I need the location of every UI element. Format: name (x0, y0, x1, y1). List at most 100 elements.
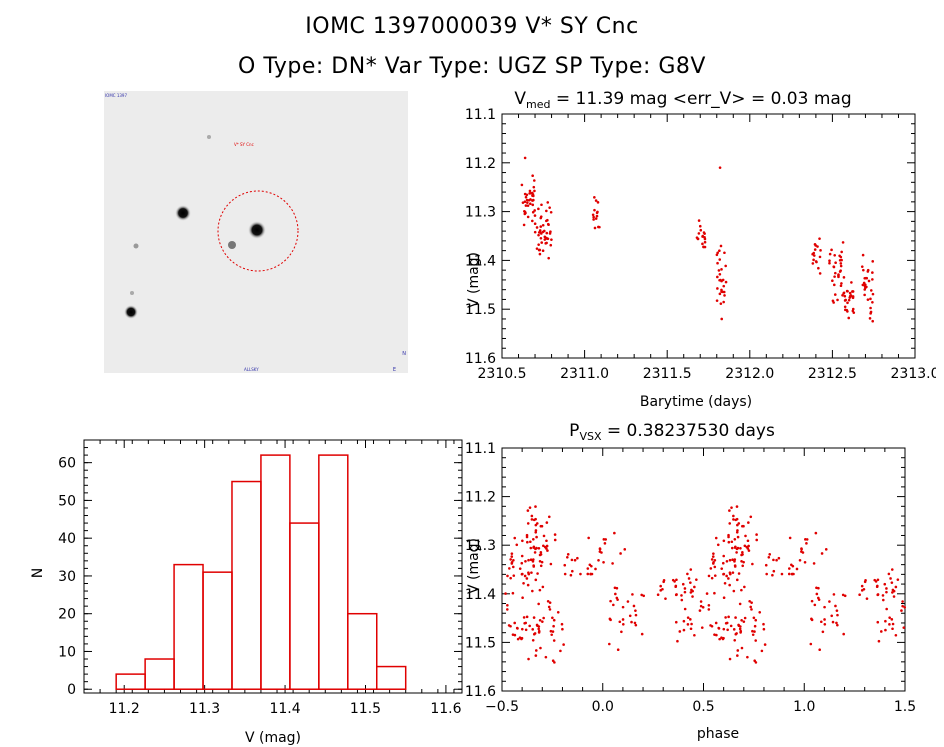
ph-point (511, 591, 515, 595)
ph-point (526, 522, 530, 525)
ph-point (741, 551, 744, 554)
lc-point (724, 264, 727, 268)
lc-point (864, 276, 868, 280)
ph-point (526, 540, 529, 544)
ph-point (733, 560, 736, 563)
lc-point (718, 249, 721, 252)
ph-point (735, 578, 739, 582)
ph-point (531, 560, 535, 563)
ph-point (700, 626, 704, 629)
lc-point (722, 300, 725, 304)
lc-point (834, 271, 837, 275)
ph-point (735, 551, 738, 554)
ph-point (515, 543, 519, 547)
ph-point (728, 558, 732, 562)
hist-ytick-label: 60 (58, 456, 76, 472)
ph-point (674, 585, 677, 589)
lc-point (828, 252, 832, 256)
lc-point (538, 248, 542, 252)
lc-point (598, 225, 601, 229)
lc-point (545, 231, 549, 235)
ph-point (722, 627, 726, 631)
hist-frame (83, 439, 463, 694)
lc-point (533, 230, 537, 234)
ph-point (890, 568, 894, 571)
ph-point (739, 547, 742, 550)
lc-point (851, 307, 855, 311)
ph-point (716, 543, 720, 547)
lc-point (719, 244, 723, 248)
ph-point (795, 567, 799, 571)
lc-point (531, 194, 534, 197)
ph-point (876, 578, 880, 582)
hist-xtick-label: 11.3 (189, 701, 220, 717)
ph-title-rest: = 0.38237530 days (601, 421, 774, 441)
ph-point (732, 514, 735, 518)
ph-point (722, 554, 726, 558)
lc-point (592, 215, 595, 219)
ph-point (693, 585, 696, 589)
ph-point (831, 620, 835, 624)
ph-point (570, 558, 574, 562)
ph-point (640, 593, 643, 597)
ph-point (553, 661, 556, 664)
lc-point (538, 229, 542, 232)
hist-bar (231, 480, 262, 690)
ph-point (843, 594, 847, 598)
lc-point (539, 216, 543, 220)
ph-point (742, 560, 745, 564)
lc-point (862, 268, 865, 272)
lc-point (847, 298, 851, 302)
ph-point (689, 581, 692, 584)
lc-point (594, 217, 598, 220)
lc-point (696, 237, 700, 241)
ph-point (552, 618, 556, 622)
ph-point (618, 620, 622, 624)
ph-point (754, 618, 758, 622)
lc-point (844, 308, 847, 312)
lc-point (838, 270, 842, 273)
ph-point (735, 547, 739, 551)
lc-point (592, 218, 595, 221)
ph-point (755, 538, 759, 542)
ph-point (809, 642, 813, 646)
ph-point (535, 535, 538, 539)
ph-point (834, 604, 837, 608)
ph-point (873, 578, 877, 582)
ph-xtick-label: −0.5 (485, 699, 519, 715)
ph-point (532, 565, 536, 568)
lc-point (716, 251, 719, 255)
ph-point (788, 536, 792, 540)
ph-point (713, 565, 717, 569)
ph-point (735, 505, 739, 508)
lc-point (548, 232, 552, 235)
lc-point (811, 262, 815, 265)
ph-point (674, 620, 678, 624)
lc-xlabel: Barytime (days) (640, 394, 752, 410)
lc-point (828, 261, 831, 265)
ph-point (512, 574, 516, 577)
ph-point (730, 506, 733, 510)
lc-point (842, 276, 846, 279)
lc-ytick-label: 11.1 (465, 107, 496, 123)
lc-xtick-label: 2313.0 (891, 366, 937, 382)
ph-point (559, 649, 562, 653)
ph-point (534, 578, 538, 582)
lc-point (540, 241, 544, 244)
hist-ytick-label: 0 (67, 682, 76, 698)
ph-point (791, 564, 795, 568)
lc-point (838, 254, 841, 258)
ph-point (540, 560, 544, 564)
lc-point (535, 247, 539, 250)
hist-ytick-label: 50 (58, 493, 76, 509)
hist-xtick-label: 11.4 (269, 701, 300, 717)
ph-point (814, 531, 818, 535)
ph-point (740, 619, 743, 622)
ph-point (768, 553, 772, 556)
lc-point (871, 271, 874, 274)
ph-point (511, 565, 515, 569)
ph-point (604, 538, 608, 541)
lc-xtick-label: 2312.5 (808, 366, 857, 382)
ph-point (664, 597, 667, 600)
ph-point (549, 562, 553, 566)
